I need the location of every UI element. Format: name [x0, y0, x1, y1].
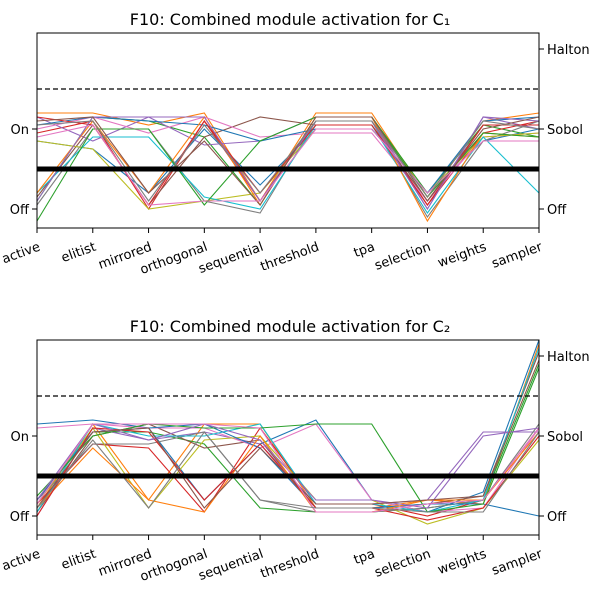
- x-tick-label: sampler: [490, 546, 545, 578]
- x-tick-label: elitist: [59, 240, 98, 266]
- x-tick-label: selection: [373, 547, 433, 581]
- left-axis: Off On: [10, 430, 37, 525]
- chart-c1: F10: Combined module activation for C₁ O…: [0, 10, 590, 278]
- series-line: [36, 116, 540, 206]
- series-line: [36, 116, 540, 194]
- series-line: [36, 423, 540, 513]
- left-tick-label: Off: [10, 510, 30, 525]
- series-line: [36, 367, 540, 513]
- x-tick-label: tpa: [352, 240, 377, 261]
- right-axis: Off Sobol Halton: [539, 350, 590, 525]
- plot-frame: [36, 32, 540, 229]
- series-line: [36, 120, 540, 202]
- x-tick-label: threshold: [259, 240, 322, 275]
- right-tick-label: Halton: [547, 43, 590, 58]
- x-tick-label: tpa: [352, 547, 377, 568]
- x-tick-label: sequential: [197, 547, 266, 584]
- left-tick-label: On: [11, 430, 29, 445]
- right-tick-label: Off: [547, 203, 567, 218]
- plot-frame: [36, 339, 540, 536]
- series-lines: [36, 339, 540, 525]
- series-line: [36, 423, 540, 513]
- x-tick-label: active: [0, 547, 42, 575]
- chart-title: F10: Combined module activation for C₁: [130, 10, 450, 29]
- series-line: [36, 363, 540, 513]
- left-tick-label: Off: [10, 203, 30, 218]
- x-tick-label: selection: [373, 240, 433, 274]
- x-tick-label: weights: [436, 547, 489, 578]
- x-tick-label: active: [0, 240, 42, 268]
- left-tick-label: On: [11, 123, 29, 138]
- right-axis: Off Sobol Halton: [539, 43, 590, 218]
- chart-c2: F10: Combined module activation for C₂ O…: [0, 317, 590, 585]
- x-axis: active elitistmirroredorthogonalsequentia…: [0, 535, 545, 585]
- left-axis: Off On: [10, 123, 37, 218]
- x-tick-label: sampler: [490, 239, 545, 271]
- x-axis: active elitistmirroredorthogonalsequentia…: [0, 228, 545, 278]
- x-tick-label: elitist: [59, 547, 98, 573]
- x-tick-label: weights: [436, 240, 489, 271]
- x-tick-label: threshold: [259, 547, 322, 582]
- series-line: [36, 359, 540, 509]
- right-tick-label: Off: [547, 510, 567, 525]
- chart-title: F10: Combined module activation for C₂: [130, 317, 450, 336]
- series-line: [36, 427, 540, 525]
- series-lines: [36, 112, 540, 223]
- right-tick-label: Sobol: [547, 430, 583, 445]
- x-tick-label: sequential: [197, 240, 266, 277]
- right-tick-label: Halton: [547, 350, 590, 365]
- right-tick-label: Sobol: [547, 123, 583, 138]
